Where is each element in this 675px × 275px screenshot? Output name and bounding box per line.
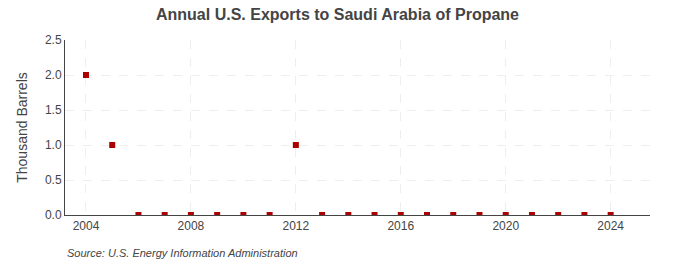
svg-text:2008: 2008 xyxy=(178,219,205,233)
svg-text:0.5: 0.5 xyxy=(45,173,62,187)
svg-text:2.5: 2.5 xyxy=(45,33,62,47)
svg-text:Source: U.S. Energy Informatio: Source: U.S. Energy Information Administ… xyxy=(67,247,298,259)
svg-text:Thousand Barrels: Thousand Barrels xyxy=(14,72,30,183)
svg-text:Annual U.S. Exports to Saudi A: Annual U.S. Exports to Saudi Arabia of P… xyxy=(156,6,519,23)
svg-text:1.5: 1.5 xyxy=(45,103,62,117)
svg-text:2.0: 2.0 xyxy=(45,68,62,82)
svg-text:2016: 2016 xyxy=(387,219,414,233)
svg-text:2004: 2004 xyxy=(73,219,100,233)
svg-text:2012: 2012 xyxy=(282,219,309,233)
svg-text:0.0: 0.0 xyxy=(45,208,62,222)
svg-text:2024: 2024 xyxy=(597,219,624,233)
svg-text:2020: 2020 xyxy=(492,219,519,233)
svg-text:1.0: 1.0 xyxy=(45,138,62,152)
